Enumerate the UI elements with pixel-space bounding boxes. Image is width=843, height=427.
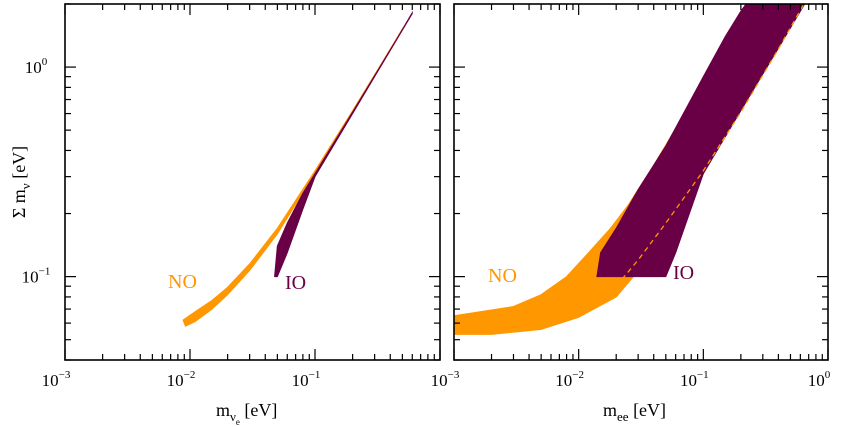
left-io-band xyxy=(274,10,413,278)
right-plot-area xyxy=(454,4,806,335)
left-plot-frame xyxy=(64,3,441,361)
x-tick-label: 10−2 xyxy=(167,369,196,390)
x-tick-label: 10−2 xyxy=(555,369,584,390)
left-axis-ticks: 10−3 10−2 10−1 10−1 100 xyxy=(22,3,441,390)
right-dashed-line xyxy=(615,4,805,287)
right-io-label: IO xyxy=(673,262,694,284)
x-tick-label: 10−1 xyxy=(292,369,321,390)
y-tick-label: 10−1 xyxy=(22,266,51,287)
right-plot-frame xyxy=(453,3,829,361)
left-io-label: IO xyxy=(285,272,306,294)
x-tick-label: 10−3 xyxy=(42,369,71,390)
y-tick-label: 100 xyxy=(25,56,48,77)
right-axis-ticks: 10−3 10−2 10−1 100 xyxy=(431,3,831,390)
right-x-axis-label: mee [eV] xyxy=(603,400,666,424)
left-plot-area xyxy=(182,10,413,327)
left-panel: 10−3 10−2 10−1 10−1 100 mνe [eV] Σ mν [eV] N… xyxy=(9,3,441,427)
x-tick-label: 10−1 xyxy=(680,369,709,390)
x-tick-label: 100 xyxy=(808,369,831,390)
x-tick-label: 10−3 xyxy=(431,369,460,390)
left-no-label: NO xyxy=(168,271,197,293)
right-io-band xyxy=(596,4,806,278)
right-panel: 10−3 10−2 10−1 100 mee [eV] NO IO xyxy=(431,3,831,424)
y-axis-label: Σ mν [eV] xyxy=(9,146,33,218)
left-x-axis-label: mνe [eV] xyxy=(216,400,277,427)
right-no-label: NO xyxy=(488,265,517,287)
